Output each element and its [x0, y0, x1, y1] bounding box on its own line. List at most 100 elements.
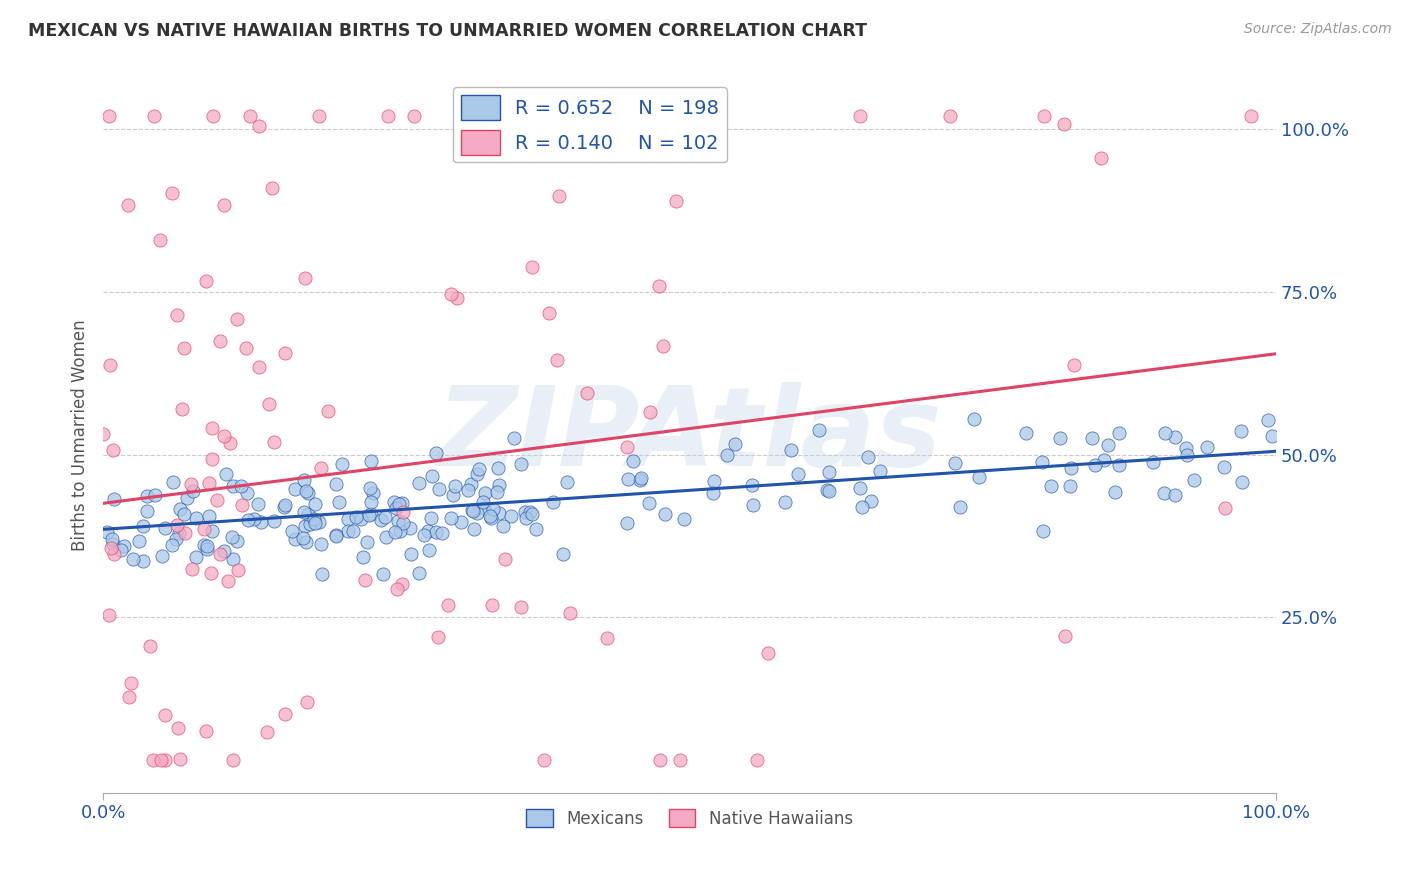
- Point: [515, 511, 537, 525]
- Point: [316, 404, 339, 418]
- Point: [167, 526, 190, 541]
- Point: [1104, 485, 1126, 500]
- Point: [1081, 432, 1104, 446]
- Point: [370, 513, 392, 527]
- Point: [162, 475, 184, 489]
- Point: [128, 534, 150, 549]
- Point: [143, 488, 166, 502]
- Point: [143, 110, 166, 124]
- Point: [160, 186, 183, 201]
- Point: [330, 457, 353, 471]
- Point: [294, 518, 316, 533]
- Point: [420, 511, 443, 525]
- Point: [418, 543, 440, 558]
- Point: [375, 530, 398, 544]
- Point: [201, 110, 224, 124]
- Point: [1257, 413, 1279, 427]
- Point: [510, 458, 533, 472]
- Point: [543, 495, 565, 509]
- Point: [311, 536, 333, 550]
- Point: [336, 524, 359, 538]
- Point: [520, 507, 543, 521]
- Point: [478, 508, 501, 523]
- Point: [153, 707, 176, 722]
- Point: [97, 607, 120, 622]
- Point: [560, 606, 582, 620]
- Point: [169, 502, 191, 516]
- Point: [181, 484, 204, 499]
- Point: [808, 423, 831, 437]
- Point: [103, 547, 125, 561]
- Point: [1032, 110, 1054, 124]
- Point: [198, 476, 221, 491]
- Point: [195, 540, 218, 554]
- Point: [302, 512, 325, 526]
- Point: [160, 538, 183, 552]
- Point: [1212, 459, 1234, 474]
- Point: [408, 566, 430, 581]
- Point: [208, 547, 231, 561]
- Point: [142, 753, 165, 767]
- Point: [212, 544, 235, 558]
- Point: [420, 469, 443, 483]
- Point: [359, 482, 381, 496]
- Point: [638, 405, 661, 419]
- Point: [180, 477, 202, 491]
- Point: [408, 475, 430, 490]
- Point: [425, 445, 447, 459]
- Point: [336, 512, 359, 526]
- Y-axis label: Births to Unmarried Women: Births to Unmarried Women: [72, 319, 89, 551]
- Point: [648, 279, 671, 293]
- Point: [1090, 151, 1112, 165]
- Point: [273, 499, 295, 513]
- Point: [221, 478, 243, 492]
- Point: [519, 505, 541, 519]
- Point: [1060, 461, 1083, 475]
- Point: [387, 514, 409, 528]
- Point: [103, 491, 125, 506]
- Point: [465, 506, 488, 520]
- Point: [388, 497, 411, 511]
- Point: [311, 460, 333, 475]
- Point: [628, 473, 651, 487]
- Point: [482, 502, 505, 516]
- Point: [391, 506, 413, 520]
- Point: [181, 562, 204, 576]
- Point: [165, 532, 187, 546]
- Point: [195, 724, 218, 739]
- Point: [404, 110, 426, 124]
- Point: [818, 465, 841, 479]
- Point: [201, 420, 224, 434]
- Point: [1108, 458, 1130, 472]
- Point: [851, 500, 873, 515]
- Point: [384, 524, 406, 539]
- Point: [672, 110, 695, 124]
- Point: [616, 516, 638, 530]
- Point: [120, 676, 142, 690]
- Point: [131, 554, 153, 568]
- Point: [195, 275, 218, 289]
- Point: [284, 482, 307, 496]
- Point: [155, 753, 177, 767]
- Point: [949, 500, 972, 514]
- Point: [238, 513, 260, 527]
- Point: [1164, 488, 1187, 502]
- Point: [136, 503, 159, 517]
- Point: [630, 471, 652, 485]
- Point: [575, 386, 598, 401]
- Point: [274, 345, 297, 359]
- Point: [292, 505, 315, 519]
- Point: [292, 473, 315, 487]
- Point: [201, 452, 224, 467]
- Point: [385, 582, 408, 597]
- Point: [637, 495, 659, 509]
- Point: [170, 401, 193, 416]
- Point: [551, 548, 574, 562]
- Point: [382, 495, 405, 509]
- Point: [352, 549, 374, 564]
- Point: [166, 309, 188, 323]
- Point: [963, 412, 986, 426]
- Point: [747, 753, 769, 767]
- Point: [391, 577, 413, 591]
- Point: [1015, 426, 1038, 441]
